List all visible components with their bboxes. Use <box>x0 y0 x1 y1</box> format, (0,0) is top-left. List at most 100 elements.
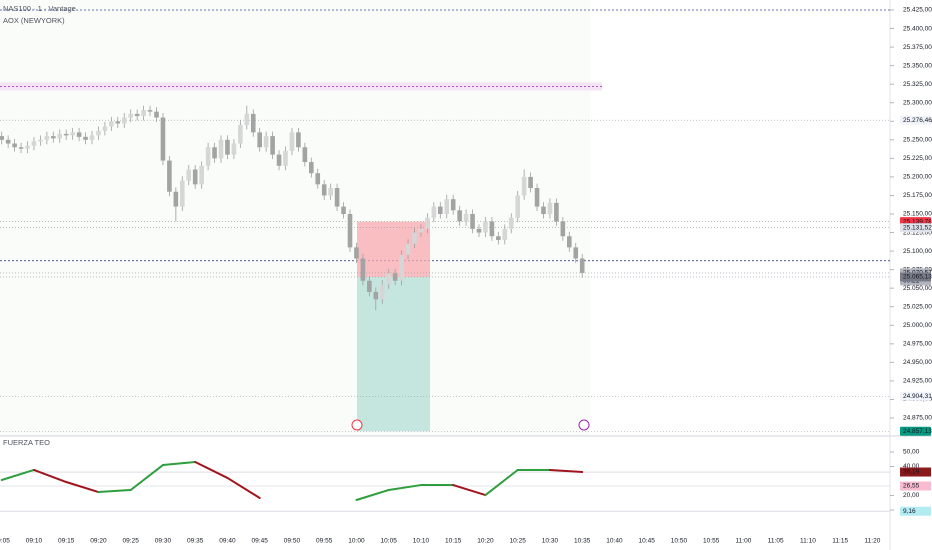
y-tick-label: 25.425,00 <box>903 7 932 14</box>
candle-body <box>431 206 437 218</box>
indicator-segment <box>387 484 422 491</box>
session-background <box>0 0 590 436</box>
x-tick-label: 09:25 <box>123 538 140 545</box>
indicator-segment <box>97 488 132 494</box>
candle-body <box>289 132 295 151</box>
indicator-segment <box>65 481 100 494</box>
candle-body <box>373 291 379 300</box>
event-lightning[interactable] <box>578 419 590 431</box>
candle-body <box>560 221 566 237</box>
candle-body <box>205 147 211 166</box>
indicator-segment <box>548 468 584 474</box>
candle-body <box>302 147 308 163</box>
candle-body <box>5 139 11 144</box>
indicator-segment <box>452 484 487 497</box>
y-tick-label: 25.025,00 <box>903 303 932 310</box>
candle-body <box>489 221 495 237</box>
event-flag[interactable] <box>351 419 363 431</box>
candle-body <box>0 136 4 140</box>
candle-body <box>450 199 456 211</box>
symbol-title[interactable]: NAS100 · 1 · Vantage <box>3 4 76 13</box>
candle-body <box>57 133 63 139</box>
y-tick-label: 25.150,00 <box>903 211 932 218</box>
candle-body <box>244 113 250 125</box>
candle-body <box>186 169 192 181</box>
x-tick-label: 09:20 <box>90 538 107 545</box>
value-label-bg <box>900 506 931 516</box>
candle-body <box>528 176 533 189</box>
candle-body <box>438 206 443 214</box>
candle-body <box>476 228 482 233</box>
y-tick-label: 24.875,00 <box>903 415 932 422</box>
candle-body <box>283 150 288 166</box>
y-tick-label: 25.200,00 <box>903 174 932 181</box>
candle-body <box>76 132 82 137</box>
candle-body <box>328 188 333 196</box>
candle-body <box>360 258 366 281</box>
value-label: 26,55 <box>903 483 920 490</box>
value-label-bg <box>900 481 931 491</box>
x-tick-label: 09:40 <box>219 538 236 545</box>
candle-body <box>147 110 153 112</box>
x-tick-label: 10:10 <box>413 538 430 545</box>
candle-body <box>418 228 424 233</box>
stop-zone <box>357 221 430 277</box>
x-tick-label: 10:25 <box>510 538 527 545</box>
y-tick-label: 25.000,00 <box>903 322 932 329</box>
candle-body <box>567 236 572 248</box>
y-tick-label: 25.050,00 <box>903 285 932 292</box>
candle-body <box>470 214 475 229</box>
candle-body <box>173 191 179 207</box>
candle-body <box>508 217 514 229</box>
candle-body <box>276 154 282 166</box>
candle-body <box>25 145 30 149</box>
candle-body <box>263 136 269 148</box>
candle-body <box>496 236 501 240</box>
x-tick-label: 11:15 <box>832 538 848 545</box>
candle-body <box>141 110 146 117</box>
x-tick-label: 11:05 <box>768 538 784 545</box>
candle-body <box>354 247 359 259</box>
candle-body <box>225 139 230 155</box>
indicator-title[interactable]: FUERZA TEO <box>3 438 50 447</box>
candle-body <box>89 135 95 140</box>
candle-body <box>212 147 217 159</box>
candle-body <box>321 184 327 196</box>
price-label-bg <box>900 272 931 282</box>
y-tick-label: 25.375,00 <box>903 44 932 51</box>
x-tick-label: 11:20 <box>865 538 881 545</box>
candle-body <box>102 126 108 131</box>
candle-body <box>231 143 237 155</box>
candle-body <box>154 111 159 118</box>
price-label: 25.131,52 <box>903 224 932 231</box>
price-label-bg <box>900 115 931 125</box>
x-tick-label: 11:00 <box>736 538 752 545</box>
x-tick-label: 09:50 <box>284 538 301 545</box>
candle-body <box>128 113 133 118</box>
price-label-bg <box>900 223 931 233</box>
candle-body <box>121 117 127 124</box>
candle-body <box>12 143 17 148</box>
x-tick-label: 10:00 <box>348 538 365 545</box>
candle-body <box>167 160 172 192</box>
x-tick-label: 10:35 <box>574 538 591 545</box>
indicator-segment <box>161 461 197 467</box>
y-tick-label: 25.125,00 <box>903 229 932 236</box>
y-tick-label: 25.300,00 <box>903 99 932 106</box>
price-label: 25.065,13 <box>903 274 932 281</box>
x-tick-label: 10:15 <box>445 538 462 545</box>
indicator-segment <box>226 476 261 499</box>
candle-body <box>315 173 321 185</box>
value-label: 9,16 <box>903 508 916 515</box>
candle-body <box>444 199 450 214</box>
candle-body <box>463 214 469 222</box>
x-tick-label: 09:15 <box>58 538 75 545</box>
candle-body <box>250 113 256 133</box>
candle-body <box>405 243 411 255</box>
y-tick-label: 24.975,00 <box>903 341 932 348</box>
price-label: 25.139,78 <box>903 218 932 225</box>
price-label-bg <box>900 391 931 401</box>
candle-body <box>457 210 462 222</box>
